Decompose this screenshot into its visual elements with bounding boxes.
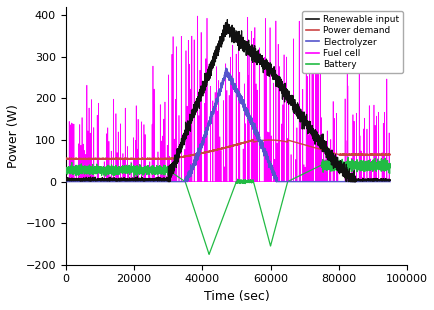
Y-axis label: Power (W): Power (W): [7, 104, 20, 168]
Legend: Renewable input, Power demand, Electrolyzer, Fuel cell, Battery: Renewable input, Power demand, Electroly…: [301, 11, 401, 73]
X-axis label: Time (sec): Time (sec): [203, 290, 269, 303]
